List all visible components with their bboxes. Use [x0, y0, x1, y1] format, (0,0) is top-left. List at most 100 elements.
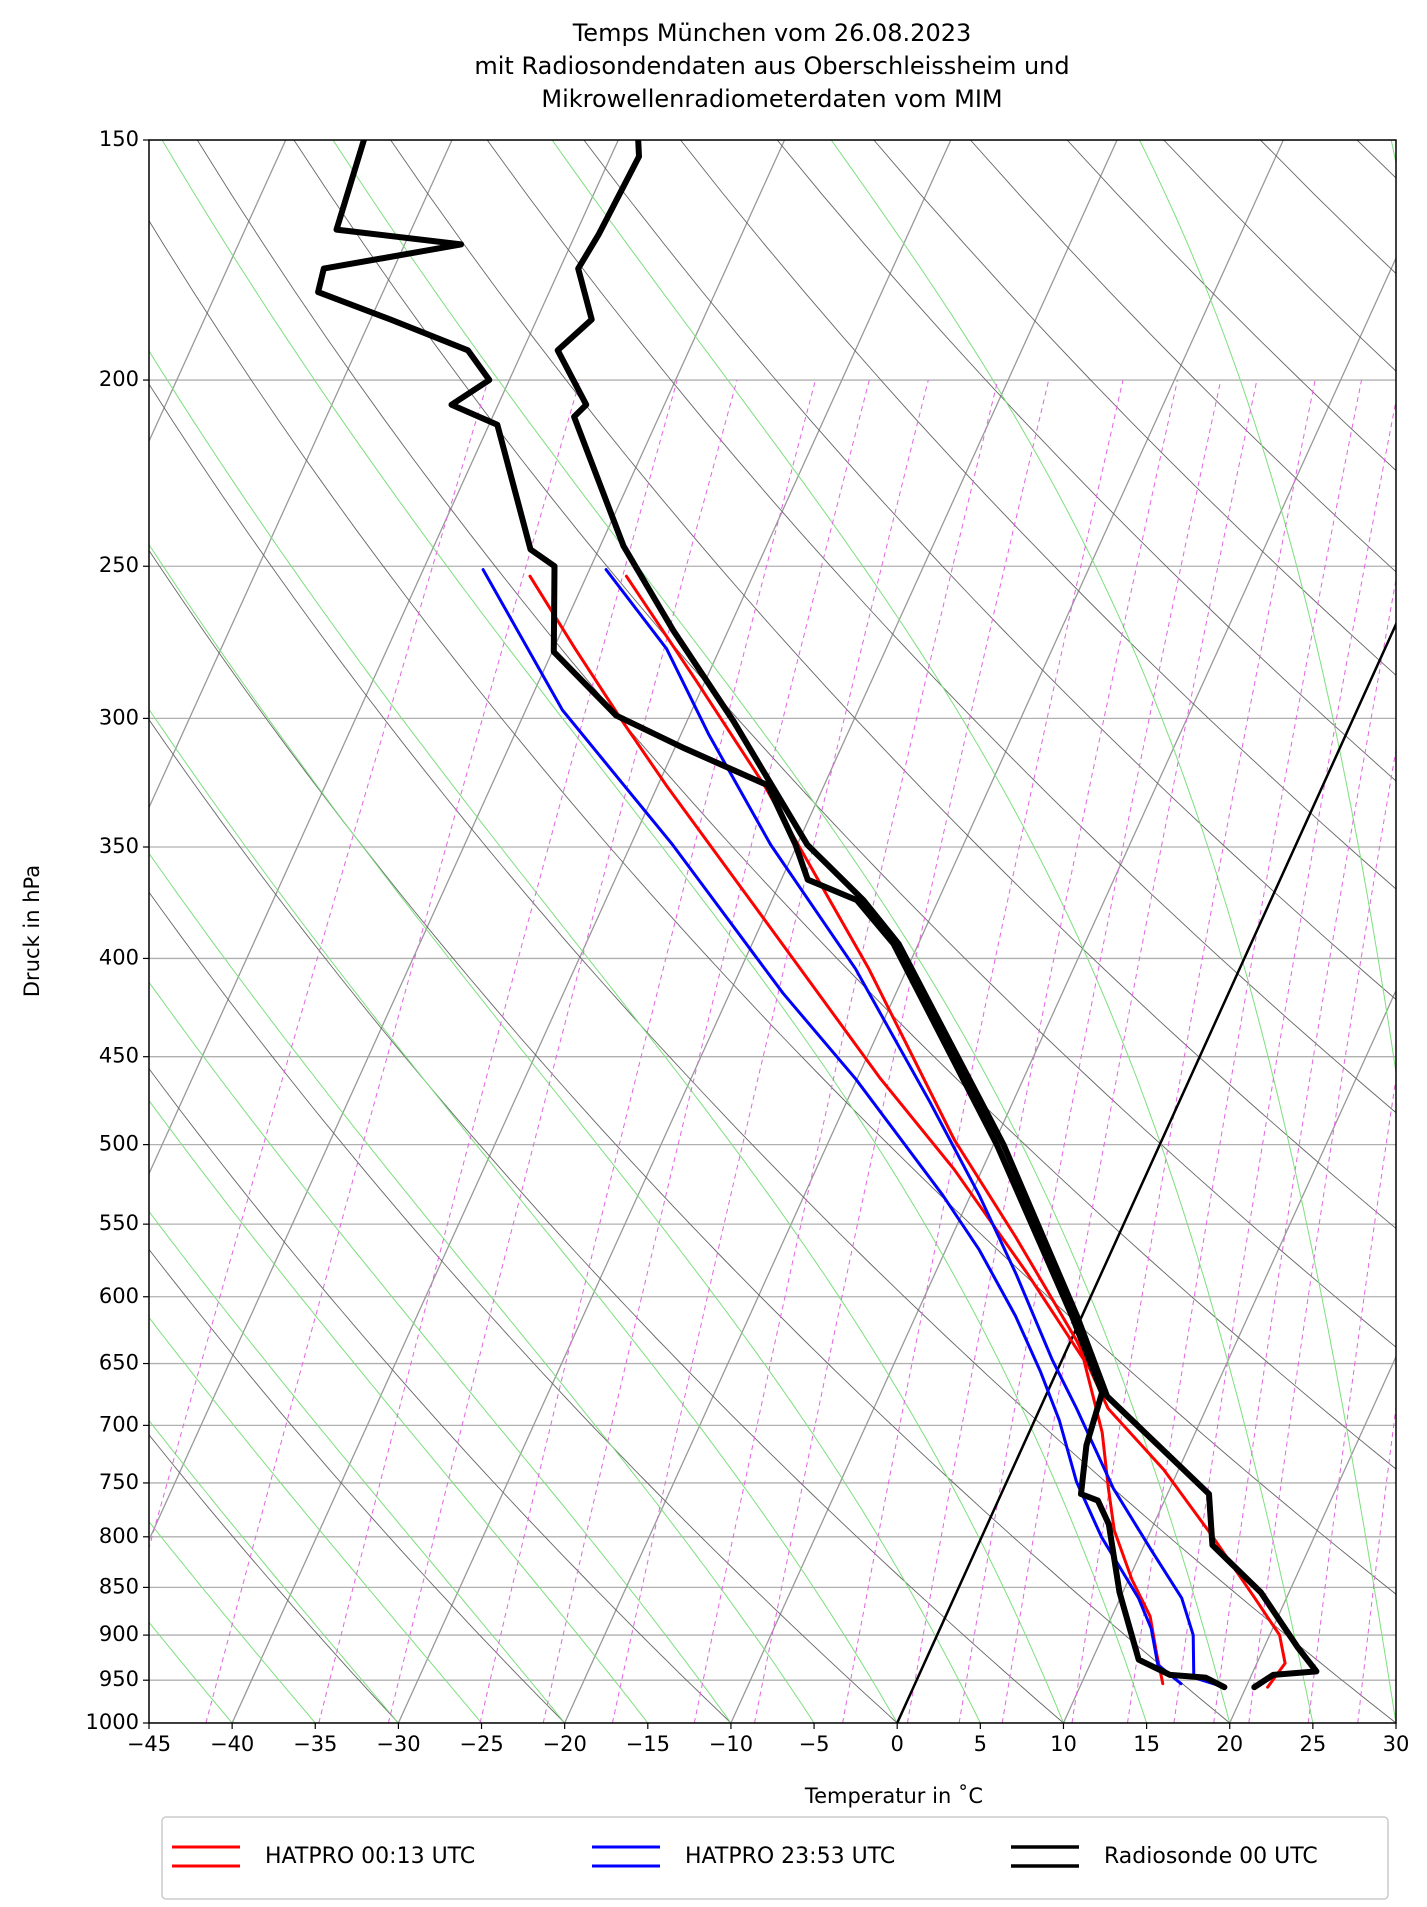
- y-tick-label: 300: [99, 705, 139, 729]
- legend-label: HATPRO 23:53 UTC: [685, 1844, 895, 1869]
- mixing-ratio-line: [754, 379, 1050, 1723]
- profiles: [315, 140, 1396, 1723]
- mixing-ratio-line: [149, 379, 489, 1550]
- y-tick-label: 400: [99, 945, 139, 969]
- isotherm: [149, 140, 453, 810]
- mixing-ratio-line: [1127, 379, 1362, 1723]
- x-tick-label: 25: [1299, 1732, 1326, 1756]
- mixing-ratio-line: [205, 379, 581, 1723]
- mixing-ratio-line: [1001, 379, 1258, 1723]
- isotherm: [231, 140, 952, 1723]
- y-tick-label: 1000: [86, 1710, 139, 1734]
- plot-frame: [148, 139, 1397, 1724]
- dewpoint-profile: [528, 574, 1165, 1686]
- background-lines: [149, 140, 1427, 1723]
- dry-adiabat: [1260, 140, 1396, 275]
- moist-adiabat: [149, 1520, 316, 1723]
- isotherm: [1395, 1721, 1396, 1723]
- moist-adiabat: [830, 140, 1396, 1723]
- isotherm: [1062, 988, 1396, 1723]
- isotherm: [149, 140, 287, 443]
- y-tick-label: 150: [99, 127, 139, 151]
- y-tick-label: 250: [99, 553, 139, 577]
- temperature-profile: [554, 140, 1320, 1691]
- temperature-profile: [604, 568, 1226, 1689]
- mixing-ratio-line: [1173, 398, 1396, 1723]
- mixing-ratio-line: [842, 379, 1124, 1723]
- x-tick-label: 5: [974, 1732, 987, 1756]
- mixing-ratio-line: [318, 379, 678, 1723]
- moist-adiabat: [332, 140, 1231, 1723]
- mixing-ratio-line: [1400, 380, 1427, 1723]
- dry-adiabat: [680, 140, 1396, 890]
- moist-adiabat: [161, 140, 1148, 1723]
- moist-adiabat: [149, 1210, 566, 1723]
- dry-adiabat: [149, 383, 1396, 1723]
- y-tick-label: 500: [99, 1132, 139, 1156]
- mixing-ratio-line: [542, 379, 870, 1723]
- x-tick-label: −10: [709, 1732, 753, 1756]
- y-tick-label: 700: [99, 1412, 139, 1436]
- dry-adiabat: [149, 1434, 399, 1723]
- y-tick-label: 200: [99, 367, 139, 391]
- isotherm: [1229, 1355, 1396, 1723]
- temperature-profile: [624, 574, 1287, 1689]
- dewpoint-profile: [481, 568, 1183, 1686]
- mixing-ratio-line: [693, 379, 999, 1723]
- reference-isotherm: [896, 621, 1396, 1723]
- x-tick-label: −30: [376, 1732, 420, 1756]
- dry-adiabat: [390, 140, 1396, 1230]
- dry-adiabat: [149, 891, 898, 1723]
- moist-adiabat: [149, 1099, 649, 1723]
- x-axis-label: Temperatur in ˚C: [804, 1784, 983, 1808]
- x-tick-label: −20: [543, 1732, 587, 1756]
- moist-adiabat: [149, 852, 815, 1723]
- mixing-ratio-line: [1213, 577, 1396, 1723]
- moist-adiabat: [149, 350, 1064, 1723]
- mixing-ratio-line: [958, 379, 1222, 1723]
- x-tick-label: 0: [891, 1732, 904, 1756]
- x-tick-label: 15: [1133, 1732, 1160, 1756]
- chart-title: Mikrowellenradiometerdaten vom MIM: [541, 85, 1002, 113]
- y-tick-label: 850: [99, 1574, 139, 1598]
- y-tick-label: 900: [99, 1622, 139, 1646]
- isotherm: [730, 256, 1396, 1723]
- x-tick-label: −35: [293, 1732, 337, 1756]
- mixing-ratio-line: [387, 379, 738, 1723]
- chart-title: mit Radiosondendaten aus Oberschleisshei…: [474, 52, 1069, 80]
- dry-adiabat: [1066, 140, 1396, 472]
- dry-adiabat: [149, 219, 1396, 1595]
- moist-adiabat: [149, 981, 732, 1723]
- dry-adiabat: [149, 1248, 566, 1723]
- y-tick-label: 950: [99, 1667, 139, 1691]
- isotherm: [397, 140, 1118, 1723]
- mixing-ratio-line: [906, 379, 1178, 1723]
- moist-adiabat: [1139, 140, 1396, 1076]
- moist-adiabat: [149, 1316, 482, 1723]
- mixing-ratio-line: [611, 379, 929, 1723]
- mixing-ratio-line: [1357, 1403, 1396, 1723]
- moist-adiabat: [149, 1419, 399, 1723]
- mixing-ratio-line: [1071, 379, 1316, 1723]
- dewpoint-profile: [315, 140, 1228, 1691]
- y-tick-label: 750: [99, 1470, 139, 1494]
- dry-adiabat: [149, 718, 1064, 1723]
- x-tick-label: −40: [210, 1732, 254, 1756]
- x-tick-label: −25: [459, 1732, 503, 1756]
- isotherm: [149, 140, 619, 1176]
- moist-adiabat: [149, 543, 981, 1723]
- y-tick-label: 600: [99, 1284, 139, 1308]
- isotherm: [149, 140, 786, 1542]
- dry-adiabat: [583, 140, 1396, 1001]
- x-tick-label: 10: [1050, 1732, 1077, 1756]
- x-tick-label: −45: [127, 1732, 171, 1756]
- y-tick-label: 800: [99, 1524, 139, 1548]
- dry-adiabat: [776, 140, 1396, 782]
- y-axis-label: Druck in hPa: [20, 865, 44, 997]
- x-tick-label: −5: [799, 1732, 830, 1756]
- y-tick-label: 550: [99, 1211, 139, 1235]
- dry-adiabat: [149, 1067, 732, 1723]
- legend-label: HATPRO 00:13 UTC: [265, 1844, 475, 1869]
- y-tick-label: 450: [99, 1044, 139, 1068]
